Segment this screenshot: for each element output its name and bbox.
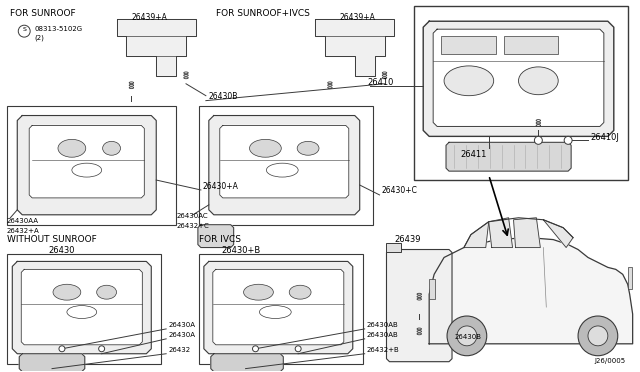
Bar <box>429 279 435 299</box>
Text: J26/0005: J26/0005 <box>595 357 626 364</box>
Polygon shape <box>513 218 540 247</box>
Ellipse shape <box>53 284 81 300</box>
Circle shape <box>99 346 104 352</box>
Polygon shape <box>433 29 604 126</box>
Circle shape <box>447 316 487 356</box>
Polygon shape <box>198 225 234 247</box>
Ellipse shape <box>297 141 319 155</box>
Text: FOR SUNROOF: FOR SUNROOF <box>10 9 76 18</box>
Text: FOR IVCS: FOR IVCS <box>199 235 241 244</box>
Text: 26430+C: 26430+C <box>381 186 417 195</box>
Polygon shape <box>204 262 353 354</box>
Circle shape <box>59 346 65 352</box>
Circle shape <box>564 137 572 144</box>
Text: WITHOUT SUNROOF: WITHOUT SUNROOF <box>7 235 97 244</box>
Text: 26430+B: 26430+B <box>221 246 260 254</box>
Polygon shape <box>423 21 614 137</box>
Text: 26430AA: 26430AA <box>6 218 38 224</box>
Text: 26432: 26432 <box>168 347 190 353</box>
Polygon shape <box>315 19 394 76</box>
Text: (2): (2) <box>34 34 44 41</box>
Polygon shape <box>429 238 633 344</box>
Bar <box>441 36 495 54</box>
Text: 26439: 26439 <box>394 235 421 244</box>
Text: 26430A: 26430A <box>168 322 195 328</box>
Text: 26430AB: 26430AB <box>367 322 398 328</box>
Bar <box>7 254 161 364</box>
Polygon shape <box>387 250 452 362</box>
Text: 26410J: 26410J <box>590 133 619 142</box>
Ellipse shape <box>97 285 116 299</box>
Text: S: S <box>22 27 26 32</box>
Text: 26430+A: 26430+A <box>203 182 239 190</box>
Text: 26411: 26411 <box>461 150 487 159</box>
Polygon shape <box>489 218 513 247</box>
Text: 26430B: 26430B <box>455 334 482 340</box>
Bar <box>414 6 628 180</box>
Text: 26439+A: 26439+A <box>131 13 167 22</box>
Circle shape <box>578 316 618 356</box>
Circle shape <box>253 346 259 352</box>
Polygon shape <box>19 354 84 372</box>
Ellipse shape <box>102 141 120 155</box>
Text: 26430AB: 26430AB <box>367 332 398 338</box>
Ellipse shape <box>518 67 558 95</box>
Circle shape <box>534 137 542 144</box>
Polygon shape <box>446 142 571 171</box>
Circle shape <box>588 326 608 346</box>
Text: 26430: 26430 <box>49 246 75 254</box>
Text: 26432+C: 26432+C <box>176 223 209 229</box>
Text: 26432+A: 26432+A <box>6 228 39 234</box>
Bar <box>199 106 372 225</box>
Polygon shape <box>213 269 344 345</box>
Circle shape <box>295 346 301 352</box>
Ellipse shape <box>58 140 86 157</box>
Polygon shape <box>543 220 573 247</box>
Text: FOR SUNROOF+IVCS: FOR SUNROOF+IVCS <box>216 9 310 18</box>
Polygon shape <box>220 125 349 198</box>
Polygon shape <box>12 262 151 354</box>
Text: 08313-5102G: 08313-5102G <box>34 26 83 32</box>
Text: 26430A: 26430A <box>168 332 195 338</box>
Ellipse shape <box>289 285 311 299</box>
Polygon shape <box>116 19 196 76</box>
Polygon shape <box>209 116 360 215</box>
Ellipse shape <box>444 66 493 96</box>
Bar <box>504 36 558 54</box>
Polygon shape <box>17 116 156 215</box>
Bar <box>387 243 401 253</box>
Polygon shape <box>464 222 489 247</box>
Bar <box>628 267 632 289</box>
Ellipse shape <box>244 284 273 300</box>
Polygon shape <box>211 354 284 372</box>
Ellipse shape <box>250 140 282 157</box>
Circle shape <box>457 326 477 346</box>
Text: 26430AC: 26430AC <box>176 213 208 219</box>
Bar <box>199 254 363 364</box>
Polygon shape <box>29 125 145 198</box>
Text: 26432+B: 26432+B <box>367 347 399 353</box>
Text: 26439+A: 26439+A <box>340 13 376 22</box>
Text: 26410: 26410 <box>367 78 394 87</box>
Text: 26430B: 26430B <box>209 92 238 101</box>
Bar <box>7 106 176 225</box>
Polygon shape <box>21 269 142 345</box>
